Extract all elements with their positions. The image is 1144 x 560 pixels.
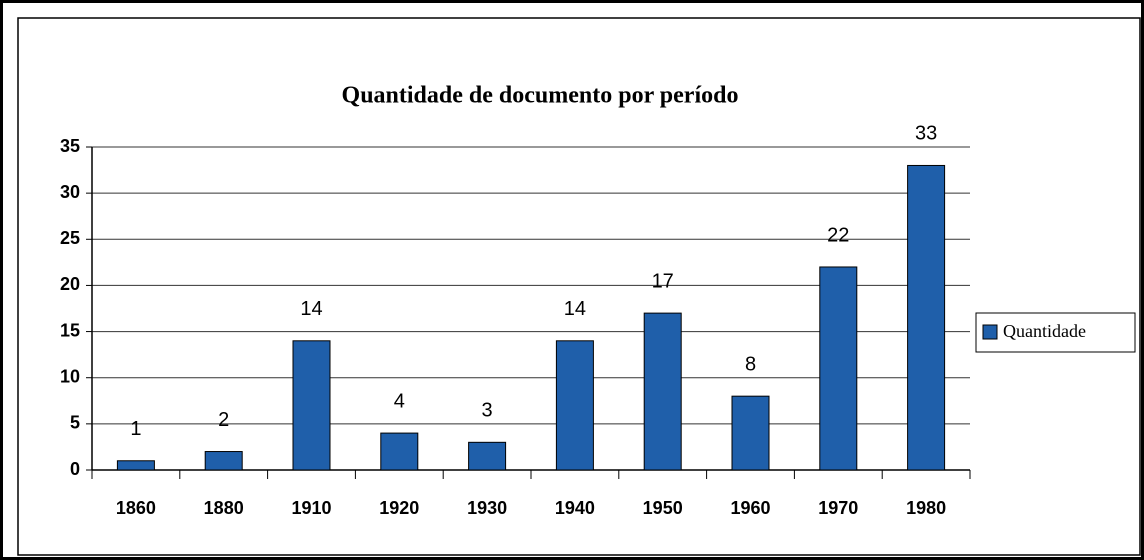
- value-label: 33: [915, 123, 937, 145]
- bar: [907, 164, 946, 471]
- x-tick-label: 1980: [906, 498, 946, 518]
- bar: [380, 432, 419, 471]
- x-tick-label: 1940: [555, 498, 595, 518]
- y-tick-label: 10: [60, 366, 80, 386]
- legend-label: Quantidade: [1003, 321, 1086, 341]
- x-tick-label: 1950: [643, 498, 683, 518]
- x-tick-label: 1960: [730, 498, 770, 518]
- y-tick-label: 30: [60, 182, 80, 202]
- y-tick-label: 35: [60, 136, 80, 156]
- value-label: 8: [745, 353, 756, 375]
- x-tick-label: 1930: [467, 498, 507, 518]
- y-tick-label: 0: [70, 459, 80, 479]
- y-tick-label: 25: [60, 228, 80, 248]
- value-label: 17: [652, 270, 674, 292]
- bar: [116, 460, 155, 471]
- bar: [468, 441, 507, 471]
- value-label: 22: [827, 224, 849, 246]
- chart-title: Quantidade de documento por período: [342, 83, 739, 109]
- y-tick-label: 5: [70, 413, 80, 433]
- x-tick-label: 1970: [818, 498, 858, 518]
- y-tick-label: 20: [60, 274, 80, 294]
- bar: [819, 266, 858, 471]
- value-label: 14: [564, 298, 586, 320]
- bar: [555, 340, 594, 471]
- legend-box: [975, 312, 1136, 353]
- legend-swatch: [982, 324, 998, 340]
- value-label: 1: [130, 418, 141, 440]
- bar: [292, 340, 331, 471]
- value-label: 14: [300, 298, 322, 320]
- x-tick-label: 1860: [116, 498, 156, 518]
- bar: [731, 395, 770, 471]
- value-label: 4: [394, 390, 405, 412]
- y-tick-label: 15: [60, 320, 80, 340]
- x-tick-label: 1880: [204, 498, 244, 518]
- value-label: 2: [218, 409, 229, 431]
- bar: [643, 312, 682, 471]
- x-tick-label: 1920: [379, 498, 419, 518]
- value-label: 3: [482, 400, 493, 422]
- bar: [204, 451, 243, 471]
- x-tick-label: 1910: [291, 498, 331, 518]
- chart-frame: [17, 17, 1141, 556]
